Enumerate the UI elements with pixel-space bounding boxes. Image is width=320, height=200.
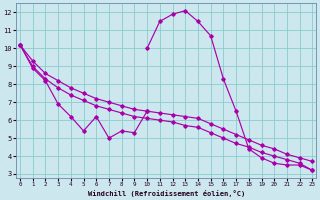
X-axis label: Windchill (Refroidissement éolien,°C): Windchill (Refroidissement éolien,°C) [88, 190, 245, 197]
